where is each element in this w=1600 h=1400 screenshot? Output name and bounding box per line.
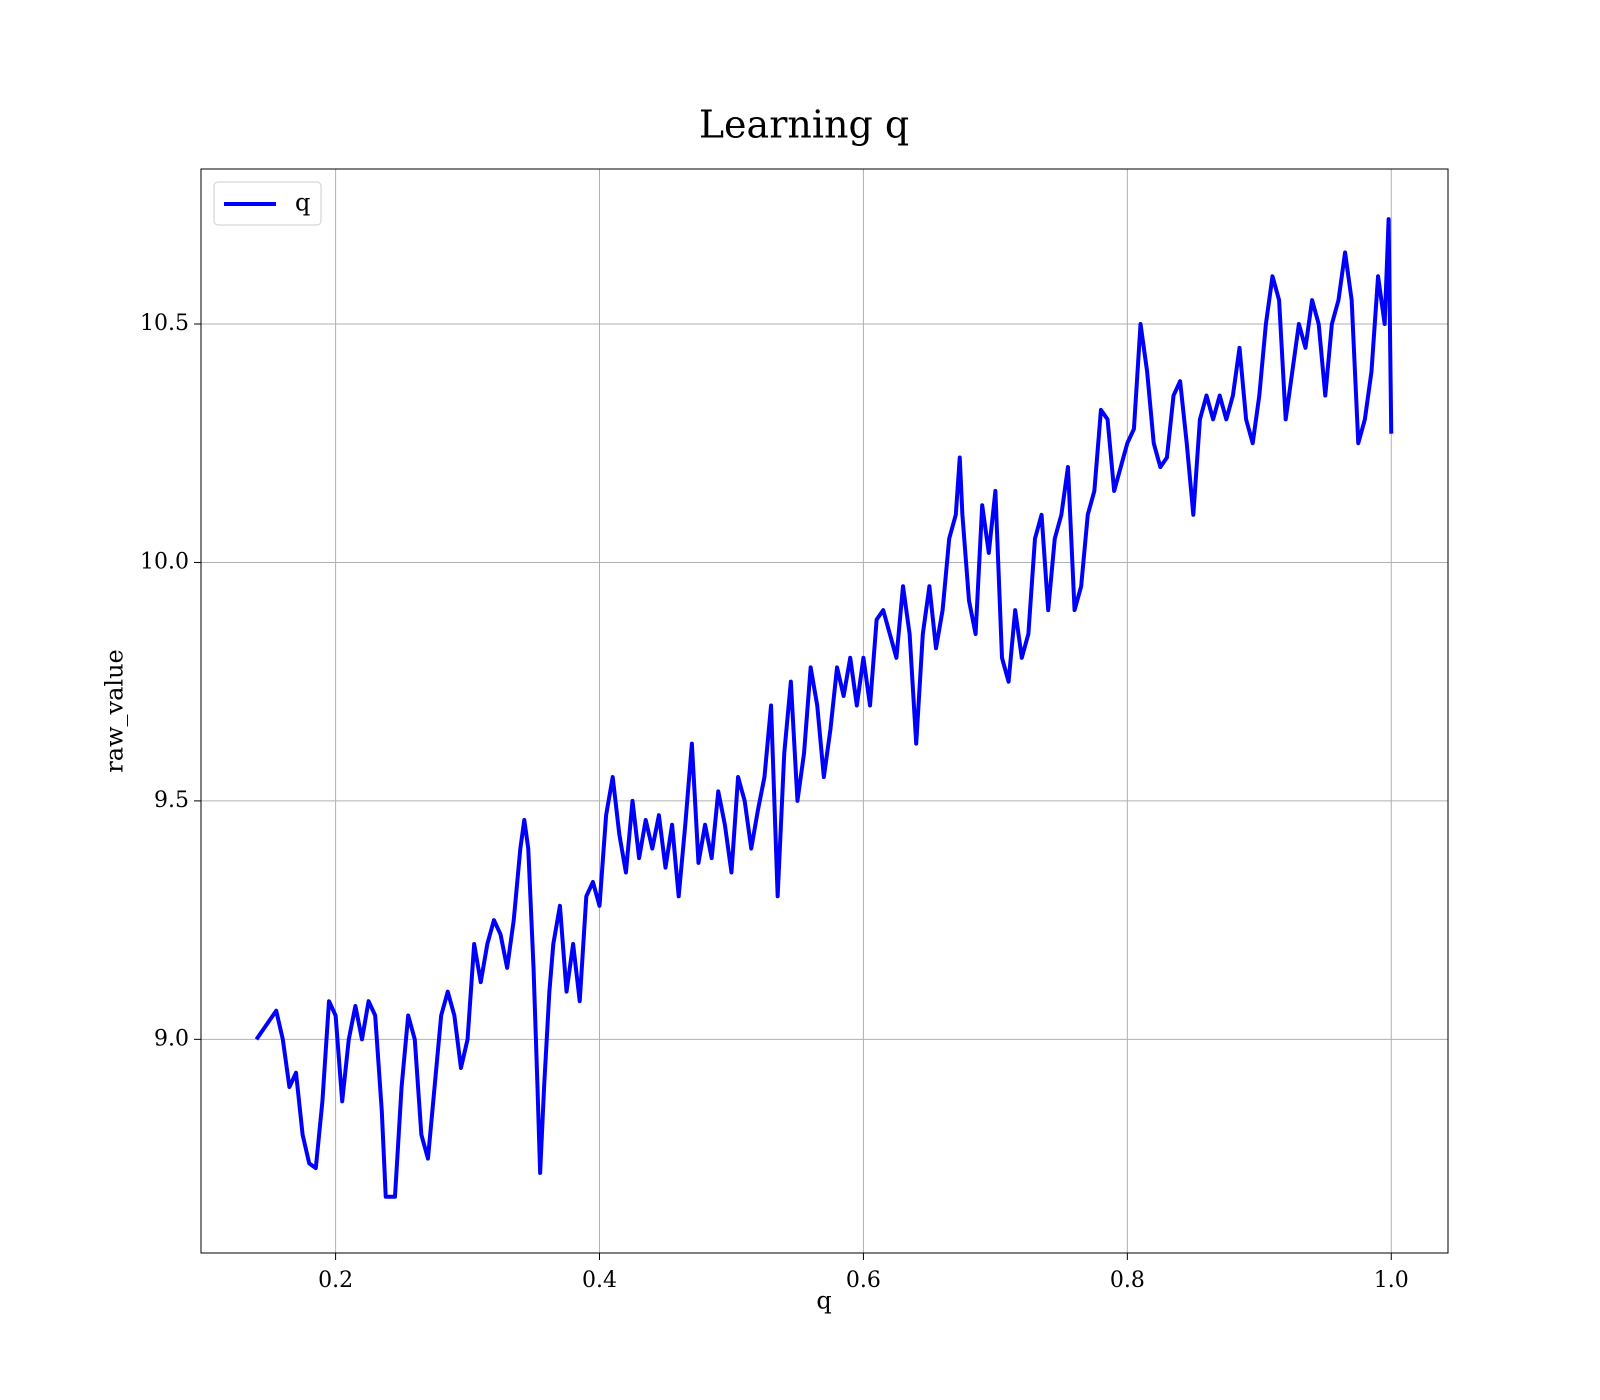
y-tick-label: 10.5 [140,311,189,336]
data-line [254,217,1394,1199]
y-tick-label: 9.0 [154,1026,189,1051]
y-tick-label: 10.0 [140,549,189,574]
x-tick-label: 0.4 [582,1268,617,1293]
x-tick-label: 0.6 [846,1268,881,1293]
x-tick-label: 1.0 [1374,1268,1409,1293]
chart-title: Learning q [699,103,909,147]
y-axis-label: raw_value [101,649,129,773]
x-tick-label: 0.2 [318,1268,353,1293]
legend-label: q [295,189,310,217]
x-axis-label: q [816,1287,831,1315]
y-tick-label: 9.5 [154,788,189,813]
x-tick-label: 0.8 [1110,1268,1145,1293]
plot-frame [200,168,1449,1254]
